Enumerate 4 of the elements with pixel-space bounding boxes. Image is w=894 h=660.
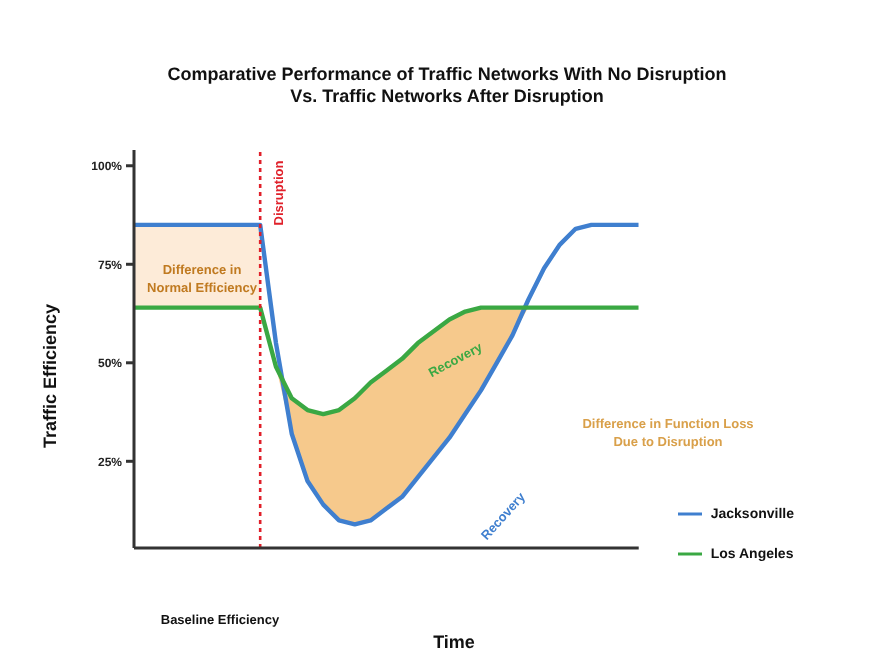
chart-title: Comparative Performance of Traffic Networks With No Disruption Vs. Traffic Networks After Disruption	[165, 64, 729, 108]
x-axis-title: Time	[431, 632, 477, 652]
line-series	[134, 305, 639, 417]
y-axis-title: Traffic Efficiency	[40, 300, 60, 452]
